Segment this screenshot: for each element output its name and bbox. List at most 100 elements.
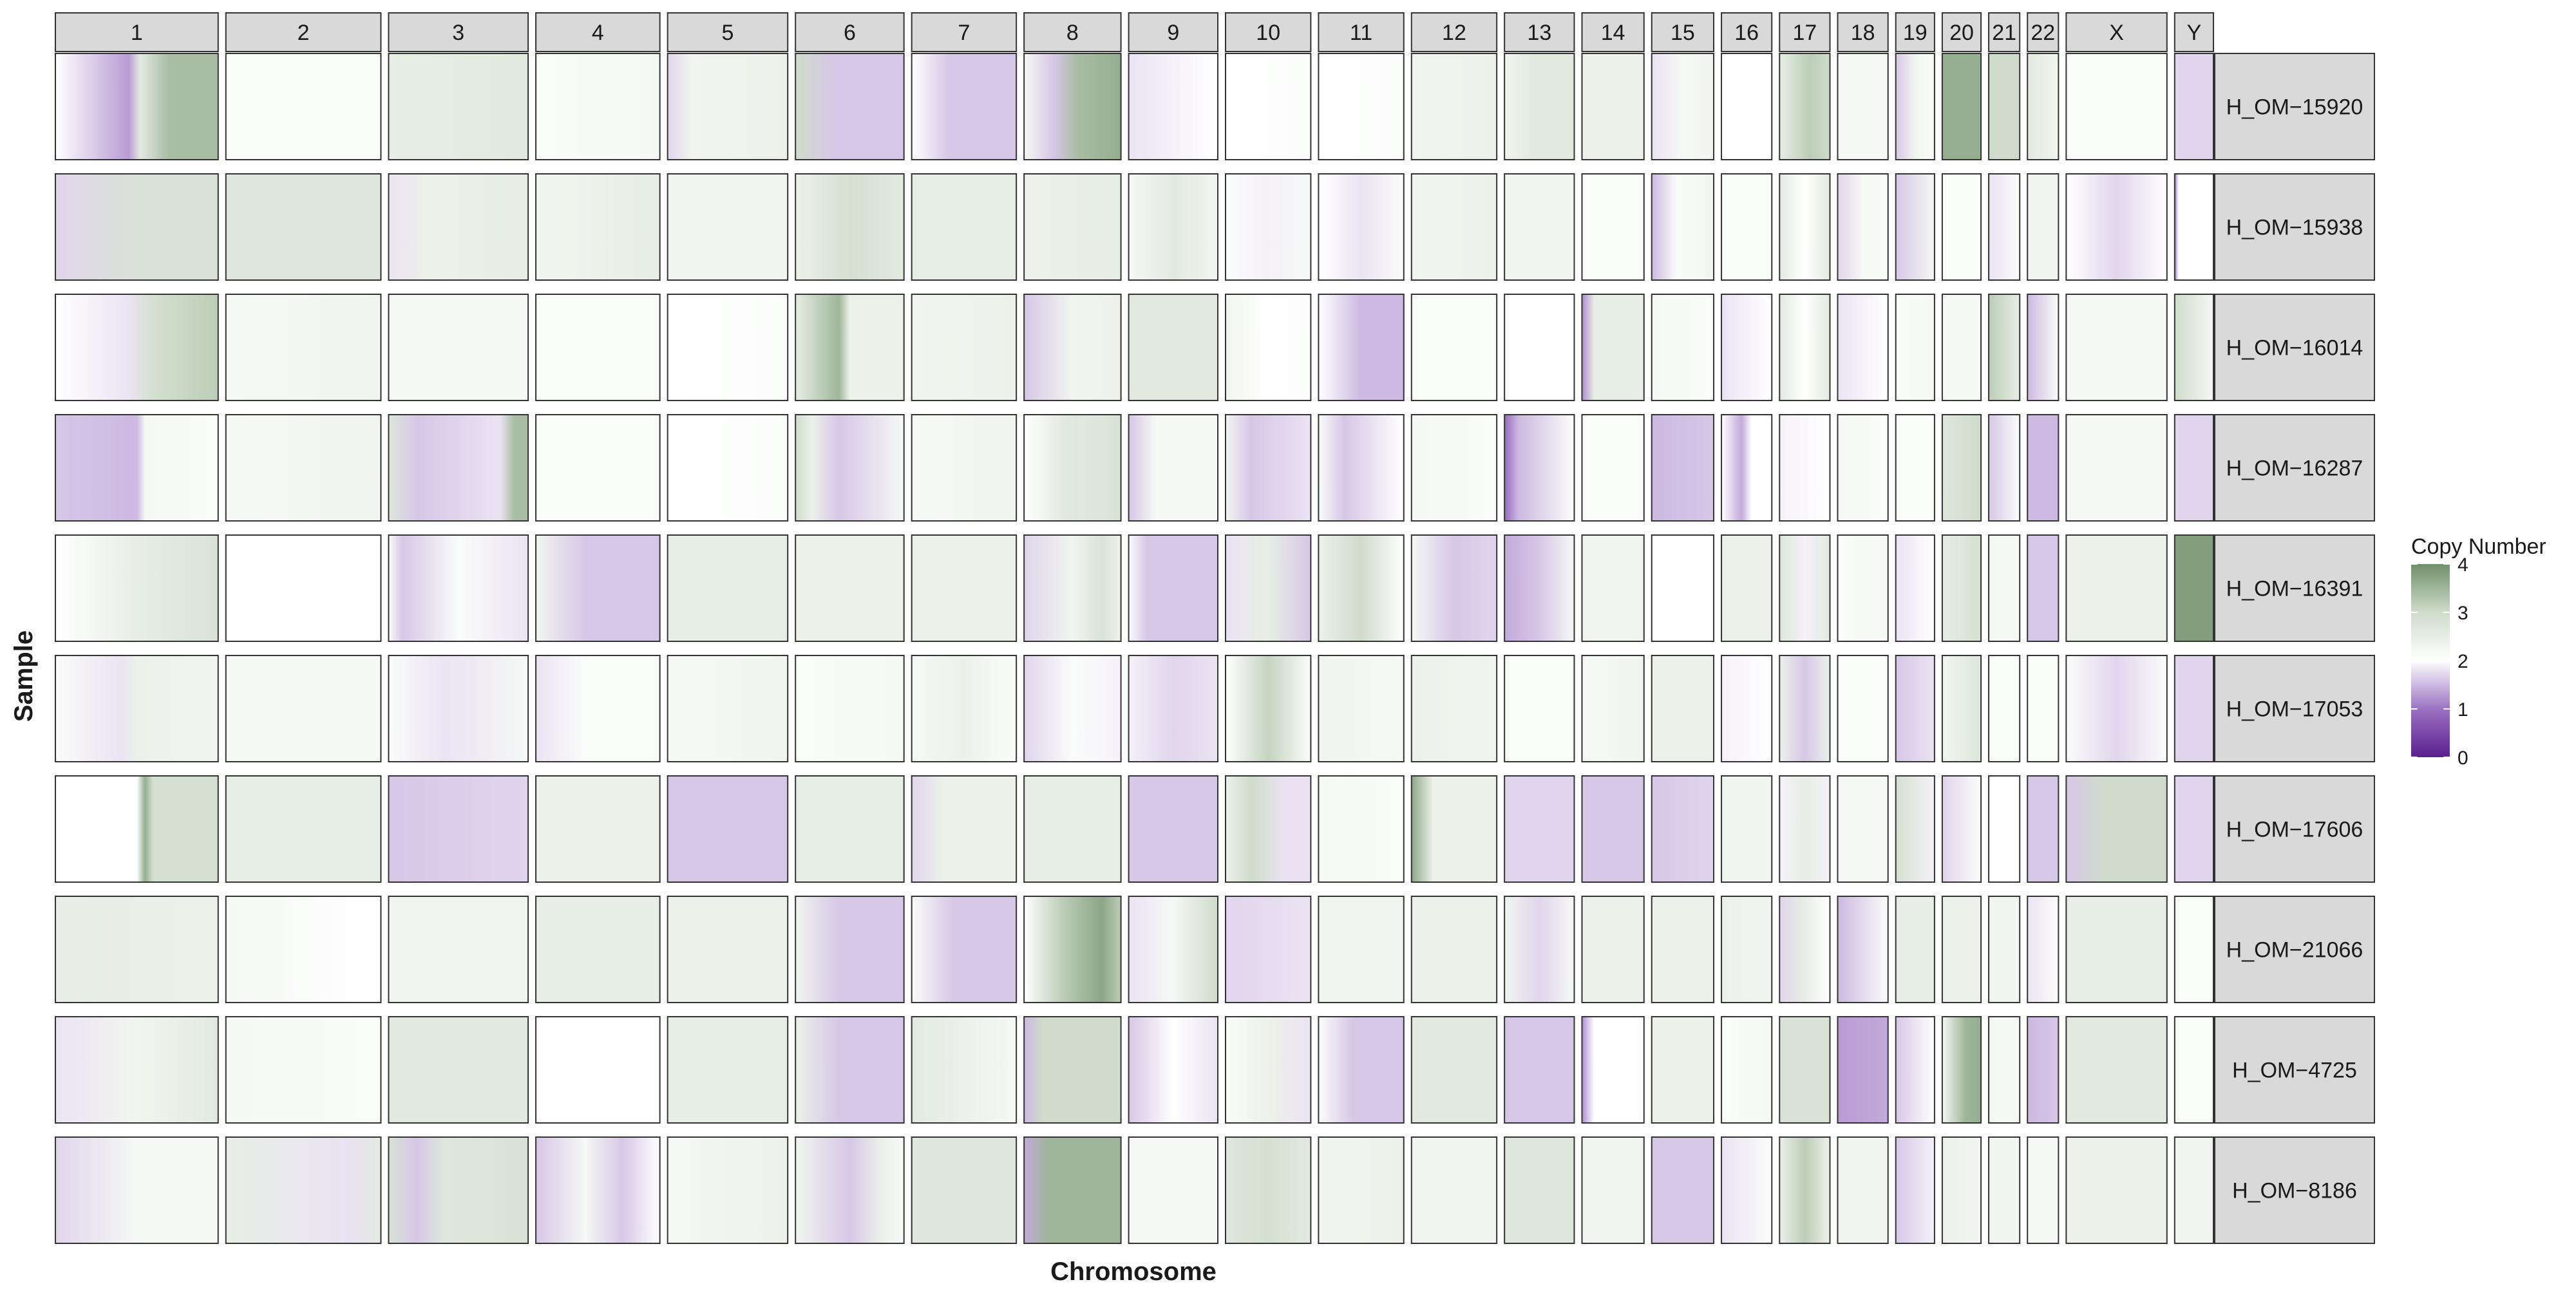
heatmap-cell <box>1651 1136 1715 1244</box>
heatmap-cell <box>388 294 529 401</box>
chromosome-strip <box>1895 12 1935 52</box>
heatmap-cell <box>1721 534 1773 642</box>
heatmap-cell <box>1941 534 1982 642</box>
heatmap-cell <box>55 414 219 522</box>
heatmap-cell <box>1895 655 1935 762</box>
heatmap-cell <box>1651 294 1715 401</box>
chromosome-label: 16 <box>1734 21 1759 45</box>
chromosome-label: 22 <box>2031 21 2055 45</box>
heatmap-cell <box>2027 655 2060 762</box>
heatmap-cell <box>1410 1136 1498 1244</box>
chromosome-label: 7 <box>958 21 970 45</box>
sample-strip <box>2214 896 2375 1003</box>
sample-strip <box>2214 775 2375 883</box>
heatmap-cell <box>1023 1136 1122 1244</box>
heatmap-panels <box>55 53 2215 1244</box>
heatmap-cell <box>535 655 661 762</box>
chromosome-label: 18 <box>1851 21 1875 45</box>
heatmap-cell <box>911 775 1018 883</box>
heatmap-cell <box>225 1136 382 1244</box>
legend-tick-label: 3 <box>2458 603 2468 624</box>
heatmap-cell <box>1988 534 2021 642</box>
chromosome-label: 12 <box>1442 21 1466 45</box>
heatmap-cell <box>1128 1136 1219 1244</box>
heatmap-cell <box>911 53 1018 160</box>
sample-label: H_OM−16391 <box>2226 577 2363 601</box>
heatmap-cell <box>1837 775 1889 883</box>
heatmap-cell <box>388 414 529 522</box>
heatmap-cell <box>2027 294 2060 401</box>
heatmap-cell <box>795 655 905 762</box>
sample-label: H_OM−16287 <box>2226 457 2363 481</box>
chromosome-label: 8 <box>1066 21 1079 45</box>
heatmap-cell <box>667 294 789 401</box>
heatmap-cell <box>1988 1136 2021 1244</box>
heatmap-cell <box>1225 1136 1312 1244</box>
heatmap-cell <box>1023 775 1122 883</box>
heatmap-cell <box>55 53 219 160</box>
heatmap-cell <box>225 896 382 1003</box>
heatmap-cell <box>1410 1016 1498 1124</box>
heatmap-cell <box>2027 1016 2060 1124</box>
heatmap-cell <box>1721 294 1773 401</box>
heatmap-cell <box>795 414 905 522</box>
heatmap-cell <box>535 775 661 883</box>
heatmap-cell <box>2065 1016 2168 1124</box>
heatmap-cell <box>1410 896 1498 1003</box>
heatmap-cell <box>1837 414 1889 522</box>
heatmap-cell <box>2027 173 2060 281</box>
heatmap-cell <box>1128 294 1219 401</box>
sample-label: H_OM−15938 <box>2226 216 2363 240</box>
sample-label: H_OM−17053 <box>2226 697 2363 722</box>
heatmap-cell <box>1941 1136 1982 1244</box>
heatmap-cell <box>1895 1016 1935 1124</box>
heatmap-cell <box>1837 896 1889 1003</box>
heatmap-cell <box>1837 655 1889 762</box>
heatmap-cell <box>667 173 789 281</box>
heatmap-cell <box>1504 1136 1575 1244</box>
heatmap-cell <box>1837 1136 1889 1244</box>
heatmap-cell <box>388 896 529 1003</box>
heatmap-cell <box>1128 414 1219 522</box>
heatmap-cell <box>2065 534 2168 642</box>
heatmap-cell <box>1779 1136 1831 1244</box>
sample-strip <box>2214 1016 2375 1124</box>
heatmap-cell <box>388 173 529 281</box>
heatmap-cell <box>1128 896 1219 1003</box>
chromosome-strip <box>795 12 905 52</box>
heatmap-cell <box>2174 896 2215 1003</box>
chromosome-strip <box>911 12 1018 52</box>
heatmap-cell <box>1988 414 2021 522</box>
heatmap-cell <box>1721 655 1773 762</box>
heatmap-cell <box>795 294 905 401</box>
heatmap-cell <box>2174 655 2215 762</box>
chromosome-label: 6 <box>844 21 856 45</box>
chromosome-strip <box>1941 12 1982 52</box>
heatmap-cell <box>1581 1136 1645 1244</box>
heatmap-cell <box>225 414 382 522</box>
chromosome-strips: 1 2 3 4 5 6 7 8 9 10 11 12 13 14 15 16 17 18 19 20 21 22 X Y <box>55 12 2215 52</box>
chromosome-strip <box>388 12 529 52</box>
heatmap-cell <box>1988 655 2021 762</box>
heatmap-cell <box>1779 1016 1831 1124</box>
heatmap-cell <box>2065 173 2168 281</box>
heatmap-cell <box>2027 775 2060 883</box>
heatmap-cell <box>795 1136 905 1244</box>
heatmap-cell <box>2174 53 2215 160</box>
heatmap-cell <box>388 534 529 642</box>
heatmap-cell <box>667 775 789 883</box>
heatmap-cell <box>535 294 661 401</box>
heatmap-cell <box>1721 775 1773 883</box>
chromosome-strip <box>1837 12 1889 52</box>
heatmap-cell <box>1504 173 1575 281</box>
sample-label: H_OM−15920 <box>2226 95 2363 120</box>
heatmap-cell <box>2174 534 2215 642</box>
heatmap-cell <box>1504 896 1575 1003</box>
heatmap-cell <box>1410 655 1498 762</box>
heatmap-cell <box>1504 294 1575 401</box>
heatmap-cell <box>1651 534 1715 642</box>
heatmap-cell <box>1225 173 1312 281</box>
sample-strip <box>2214 1136 2375 1244</box>
chromosome-label: 21 <box>1992 21 2016 45</box>
heatmap-cell <box>1837 53 1889 160</box>
